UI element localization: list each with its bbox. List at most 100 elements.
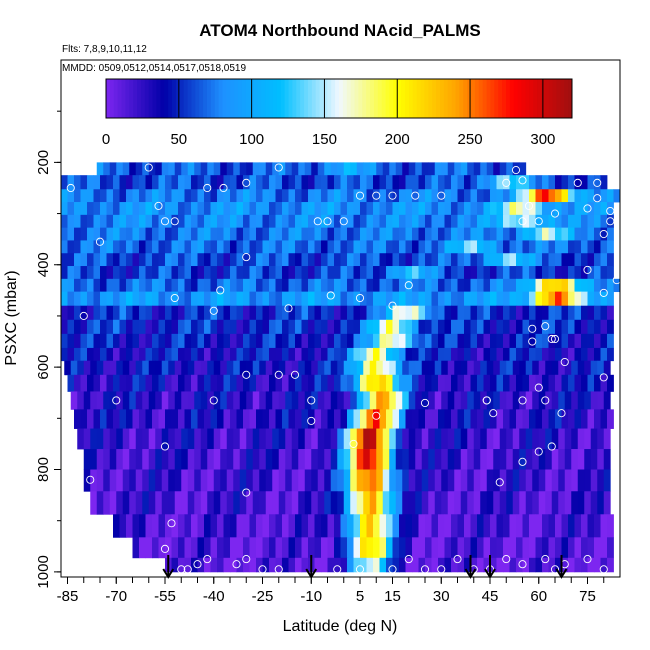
heatmap-cell [438, 227, 445, 241]
colorbar-swatch [245, 79, 251, 118]
heatmap-cell [103, 469, 111, 492]
heatmap-cell [178, 374, 185, 392]
heatmap-cell [548, 278, 556, 293]
heatmap-cell [122, 491, 130, 515]
colorbar-swatch [354, 79, 359, 118]
heatmap-cell [113, 175, 120, 190]
heatmap-cell [67, 253, 75, 267]
heatmap-cell [145, 253, 153, 267]
heatmap-cell [269, 514, 276, 538]
heatmap-cell [402, 428, 410, 450]
heatmap-cell [334, 202, 341, 216]
heatmap-cell [464, 347, 471, 362]
heatmap-cell [486, 360, 494, 376]
heatmap-cell [379, 305, 387, 321]
heatmap-cell [327, 409, 335, 429]
heatmap-cell [574, 253, 582, 267]
heatmap-cell [314, 278, 322, 293]
heatmap-cell [425, 227, 432, 241]
heatmap-cell [568, 266, 575, 280]
heatmap-cell [477, 278, 484, 293]
heatmap-cell [444, 319, 452, 335]
heatmap-cell [269, 374, 276, 392]
heatmap-cell [113, 291, 120, 307]
heatmap-cell [204, 514, 211, 538]
heatmap-cell [347, 291, 354, 307]
colorbar-swatch [109, 79, 115, 118]
heatmap-cell [80, 266, 88, 280]
x-tick-label: -55 [154, 588, 176, 605]
heatmap-cell [324, 162, 332, 176]
heatmap-cell [282, 253, 289, 267]
heatmap-cell [174, 360, 182, 376]
heatmap-cell [61, 175, 68, 190]
heatmap-cell [418, 333, 426, 349]
heatmap-cell [353, 537, 361, 559]
heatmap-cell [454, 491, 462, 515]
heatmap-cell [168, 360, 176, 376]
heatmap-cell [493, 428, 501, 450]
heatmap-cell [431, 291, 439, 307]
heatmap-cell [295, 291, 302, 307]
heatmap-cell [600, 537, 608, 559]
heatmap-cell [386, 537, 393, 559]
heatmap-cell [119, 175, 127, 190]
heatmap-cell [483, 374, 491, 392]
heatmap-cell [129, 469, 137, 492]
heatmap-cell [275, 333, 283, 349]
colorbar-swatch [568, 79, 573, 118]
heatmap-cell [438, 291, 445, 307]
heatmap-cell [347, 333, 354, 349]
heatmap-cell [197, 537, 205, 559]
heatmap-cell [564, 491, 572, 515]
heatmap-cell [386, 189, 393, 203]
heatmap-cell [223, 214, 231, 229]
heatmap-cell [321, 175, 328, 190]
heatmap-cell [259, 491, 267, 515]
colorbar-swatch [439, 79, 445, 118]
heatmap-cell [171, 537, 179, 559]
x-tick-label: 5 [356, 588, 364, 605]
heatmap-cell [301, 409, 309, 429]
heatmap-cell [535, 253, 543, 267]
heatmap-cell [431, 202, 439, 216]
heatmap-cell [564, 391, 572, 410]
heatmap-cell [425, 240, 432, 254]
heatmap-cell [360, 214, 367, 229]
heatmap-cell [236, 409, 244, 429]
heatmap-cell [100, 278, 107, 293]
x-axis: -85 -70 -55 -40 -25 -10 5 15 30 45 60 75 [57, 577, 605, 605]
heatmap-cell [314, 189, 322, 203]
heatmap-cell [126, 305, 133, 321]
colorbar-swatch [408, 79, 414, 118]
heatmap-cell [356, 162, 364, 176]
heatmap-cell [399, 514, 406, 538]
heatmap-cell [444, 409, 452, 429]
heatmap-cell [210, 374, 218, 392]
heatmap-cell [308, 374, 315, 392]
heatmap-cell [80, 278, 88, 293]
heatmap-cell [119, 514, 127, 538]
heatmap-cell [555, 278, 562, 293]
heatmap-cell [522, 227, 530, 241]
colorbar-swatch [288, 79, 293, 118]
heatmap-cell [204, 189, 211, 203]
heatmap-cell [425, 537, 432, 559]
heatmap-cell [334, 347, 341, 362]
heatmap-cell [126, 409, 133, 429]
data-point [284, 304, 293, 313]
heatmap-cell [301, 202, 309, 216]
heatmap-cell [210, 227, 218, 241]
heatmap-cell [61, 319, 68, 335]
heatmap-cell [301, 374, 309, 392]
colorbar-swatch [311, 79, 317, 118]
heatmap-cell [347, 214, 354, 229]
heatmap-cell [561, 189, 569, 203]
heatmap-cell [451, 240, 458, 254]
heatmap-cell [412, 374, 419, 392]
heatmap-cell [220, 449, 228, 470]
heatmap-cell [373, 305, 380, 321]
heatmap-cell [327, 266, 335, 280]
heatmap-cell [587, 214, 595, 229]
heatmap-cell [194, 360, 202, 376]
